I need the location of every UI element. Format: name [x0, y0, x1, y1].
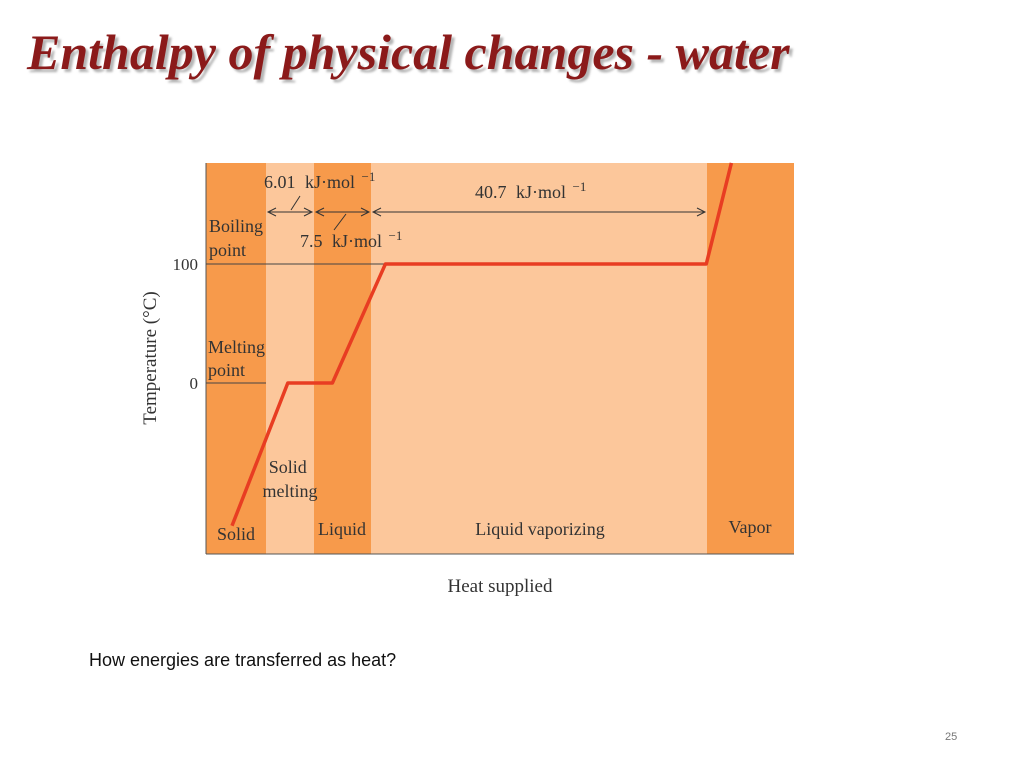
annotation-liquid-value: 7.5 [300, 231, 323, 251]
region-label-liquid-vaporizing: Liquid vaporizing [475, 519, 604, 539]
region-label-solid: Solid [217, 524, 255, 544]
annotation-vaporizing-unit: kJ·mol [516, 182, 566, 202]
annotation-liquid-unit: kJ·mol [332, 231, 382, 251]
region-label-solid-melting: Solid melting [263, 457, 318, 501]
x-axis-title: Heat supplied [447, 576, 553, 597]
enthalpy-arrows [266, 195, 707, 231]
annotation-liquid-exp: −1 [389, 228, 403, 243]
region-label-vapor: Vapor [729, 517, 772, 537]
annotation-vaporizing: 40.7 kJ·mol −1 [475, 179, 586, 202]
band-liquid-vaporizing [371, 163, 707, 554]
y-tick-100: 100 [173, 255, 199, 274]
arrowhead-liquid-left [314, 207, 325, 217]
melting-point-label-line1: Melting [208, 337, 265, 357]
boiling-point-label: Boiling point [209, 216, 268, 260]
heating-curve-line [230, 162, 734, 527]
boiling-point-label-line2: point [209, 240, 246, 260]
leader-liquid [333, 213, 347, 231]
region-label-liquid: Liquid [318, 519, 366, 539]
region-label-solid-melting-line2: melting [263, 481, 318, 501]
arrowhead-melting-right [303, 207, 314, 217]
arrowhead-liquid-right [360, 207, 371, 217]
region-label-solid-melting-line1: Solid [269, 457, 307, 477]
arrowhead-vaporizing-right [696, 207, 707, 217]
arrowhead-melting-left [266, 207, 277, 217]
y-axis-title: Temperature (°C) [140, 291, 161, 424]
annotation-melting-exp: −1 [362, 169, 376, 184]
boiling-point-label-line1: Boiling [209, 216, 263, 236]
leader-melting [290, 195, 301, 211]
slide-caption: How energies are transferred as heat? [89, 650, 397, 670]
annotation-vaporizing-exp: −1 [573, 179, 587, 194]
y-tick-0: 0 [190, 374, 199, 393]
annotation-vaporizing-value: 40.7 [475, 182, 507, 202]
page-number: 25 [945, 731, 958, 743]
band-solid [206, 163, 266, 554]
annotation-melting-unit: kJ·mol [305, 172, 355, 192]
slide-title: Enthalpy of physical changes - water [27, 24, 790, 80]
annotation-melting-value: 6.01 [264, 172, 296, 192]
band-solid-melting [266, 163, 314, 554]
band-vapor [707, 163, 794, 554]
melting-point-label: Melting point [208, 337, 270, 380]
arrowhead-vaporizing-left [371, 207, 382, 217]
melting-point-label-line2: point [208, 360, 245, 380]
annotation-liquid: 7.5 kJ·mol −1 [300, 228, 402, 251]
annotation-melting: 6.01 kJ·mol −1 [264, 169, 375, 192]
